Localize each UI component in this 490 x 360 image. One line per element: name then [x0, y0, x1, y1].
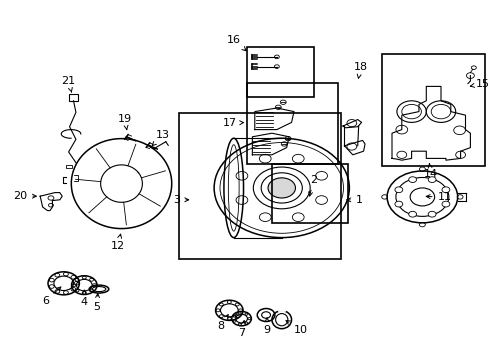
Circle shape [409, 211, 416, 217]
Bar [69, 94, 78, 101]
Text: 4: 4 [81, 290, 88, 307]
Circle shape [442, 201, 450, 207]
Text: 11: 11 [426, 192, 452, 202]
Bar [272, 164, 348, 223]
Text: 16: 16 [227, 35, 246, 51]
Text: 3: 3 [173, 195, 189, 205]
Circle shape [395, 201, 403, 207]
Text: 1: 1 [347, 195, 363, 205]
Text: 12: 12 [111, 234, 124, 251]
Text: 14: 14 [424, 163, 438, 179]
Bar [382, 54, 485, 166]
Circle shape [442, 187, 450, 193]
Circle shape [428, 211, 436, 217]
Circle shape [268, 178, 295, 198]
Text: 20: 20 [13, 191, 36, 201]
Text: 17: 17 [223, 118, 244, 128]
Text: 15: 15 [470, 78, 490, 89]
Text: 5: 5 [94, 294, 100, 312]
Text: 19: 19 [118, 114, 132, 130]
Text: 21: 21 [62, 76, 75, 92]
Bar [66, 165, 72, 168]
Circle shape [428, 177, 436, 183]
Text: 2: 2 [309, 175, 317, 196]
Bar [247, 83, 338, 164]
Circle shape [409, 177, 416, 183]
Text: 7: 7 [238, 320, 245, 338]
Circle shape [395, 187, 403, 193]
Text: 18: 18 [354, 62, 368, 78]
Text: 8: 8 [217, 315, 228, 331]
Text: 10: 10 [286, 321, 308, 335]
Text: 9: 9 [264, 318, 270, 335]
Bar [179, 113, 341, 259]
Text: 6: 6 [42, 287, 61, 306]
Bar [247, 47, 314, 97]
Text: 13: 13 [152, 130, 170, 146]
